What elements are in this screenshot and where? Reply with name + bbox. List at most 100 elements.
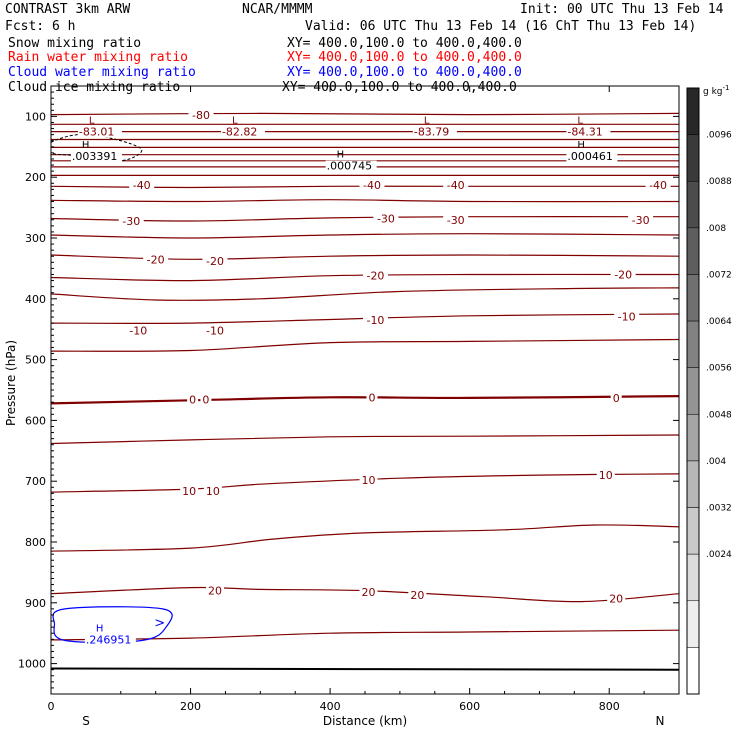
extremum-mark-h: H [82, 140, 90, 151]
colorbar-swatch [686, 87, 700, 135]
y-tick-label: 1000 [18, 658, 46, 671]
contour-label-bg [610, 268, 636, 281]
south-label: S [82, 714, 90, 728]
contour-label: 10 [206, 485, 220, 498]
isotherm-16 [51, 313, 679, 324]
colorbar-label: .0064 [706, 317, 732, 327]
isotherm-19 [51, 434, 679, 445]
contour-label-bg [607, 592, 626, 605]
extremum-value: .000461 [567, 150, 613, 163]
contour-label-bg [610, 391, 622, 404]
contour-label-bg [443, 179, 469, 192]
colorbar-label: .0056 [706, 364, 732, 374]
isotherm-23 [51, 629, 679, 641]
contour-label: -20 [147, 253, 165, 266]
contour-label: 10 [361, 474, 375, 487]
isotherm-21 [51, 524, 679, 552]
contour-label-bg [203, 484, 222, 497]
colorbar-swatch [686, 180, 700, 229]
extremum-mark-h: H [96, 623, 104, 634]
plot-frame [50, 85, 680, 695]
contour-label: -10 [206, 324, 224, 337]
extremum-value-bg [220, 126, 265, 138]
surface-contour-0 [51, 667, 679, 671]
axes-layer: 0 200 400 600 800100200300400500600700800900… [18, 85, 679, 713]
contour-label-bg [628, 213, 654, 226]
contour-label-bg [359, 179, 385, 192]
colorbar-unit-base: g kg [703, 87, 723, 97]
colorbar: .0096 .0088 .008 .0072 .0064 .0056 .0048 .004 .0… [686, 87, 732, 695]
field-snow-name: Snow mixing ratio [8, 36, 142, 51]
extremum-value: -83.01 [79, 126, 114, 139]
field-rain-xy: XY= 400.0,100.0 to 400.0,400.0 [287, 50, 522, 65]
field-cloudwater-name: Cloud water mixing ratio [8, 65, 196, 80]
extremum-value: .003391 [72, 150, 118, 163]
contour-label-bg [645, 179, 671, 192]
colorbar-label: .0024 [706, 550, 732, 560]
contour-label: -30 [122, 215, 140, 228]
colorbar-label: .0096 [706, 131, 732, 141]
field-snow-xy: XY= 400.0,100.0 to 400.0,400.0 [287, 36, 522, 51]
extremum-value: .000745 [327, 160, 373, 173]
contour-label-bg [596, 469, 615, 482]
y-tick-label: 700 [25, 475, 46, 488]
colorbar-label: .0072 [706, 270, 732, 280]
colorbar-swatch [686, 460, 700, 508]
contour-label-bg [188, 109, 214, 122]
contour-label: -10 [366, 314, 384, 327]
field-cloudwater-xy: XY= 400.0,100.0 to 400.0,400.0 [287, 65, 522, 80]
contour-label: 0 [368, 391, 375, 404]
isotherm-11 [51, 216, 679, 222]
isotherm-14 [51, 273, 679, 282]
colorbar-label: .0048 [706, 410, 732, 420]
colorbar-swatch [686, 647, 700, 695]
contour-label: -20 [614, 268, 632, 281]
contour-label: -30 [377, 213, 395, 226]
contour-label-bg [362, 314, 388, 327]
y-tick-label: 900 [25, 597, 46, 610]
contour-label: 10 [182, 485, 196, 498]
contour-label-bg [129, 179, 155, 192]
colorbar-swatch [686, 274, 700, 322]
contour-label: 20 [208, 585, 222, 598]
extremum-value: .246951 [86, 633, 132, 646]
extremum-mark-l: L [232, 116, 238, 127]
isotherm-20 [51, 473, 679, 493]
y-tick-label: 600 [25, 414, 46, 427]
contour-label: 0 [613, 392, 620, 405]
contour-label: -80 [192, 109, 210, 122]
y-tick-label: 100 [25, 110, 46, 123]
colorbar-swatch [686, 553, 700, 602]
contour-label: -30 [632, 214, 650, 227]
contour-label-bg [202, 324, 228, 337]
colorbar-label: .004 [706, 457, 726, 467]
extremum-value: -84.31 [567, 126, 602, 139]
contour-label: 0 [202, 394, 209, 407]
contour-label-bg [408, 588, 427, 601]
contour-label: -40 [447, 179, 465, 192]
extremum-mark-l: L [89, 116, 95, 127]
field-cloudice-xy: XY= 400.0,100.0 to 400.0,400.0 [282, 80, 517, 95]
contour-label-bg [202, 255, 228, 268]
contour-label-bg [143, 253, 169, 266]
contour-label-bg [205, 584, 224, 597]
x-tick-label: 0 [48, 700, 55, 713]
isotherm-0 [51, 112, 679, 116]
extremum-value-bg [412, 126, 457, 138]
colorbar-label: .0032 [706, 504, 732, 514]
y-tick-label: 800 [25, 536, 46, 549]
extremum-value-bg [70, 150, 122, 162]
colorbar-label: .008 [706, 224, 726, 234]
contour-label-bg [366, 391, 378, 404]
contour-label: -10 [129, 324, 147, 337]
extremum-value: -83.79 [414, 126, 449, 139]
extremum-mark-l: L [577, 116, 583, 127]
extremum-value-bg [325, 160, 377, 172]
contour-label: -40 [363, 179, 381, 192]
colorbar-swatch [686, 367, 700, 415]
model-title: CONTRAST 3km ARW [5, 2, 131, 17]
contour-label: 20 [410, 589, 424, 602]
contour-layer [51, 112, 679, 671]
forecast-hour: Fcst: 6 h [5, 19, 76, 34]
